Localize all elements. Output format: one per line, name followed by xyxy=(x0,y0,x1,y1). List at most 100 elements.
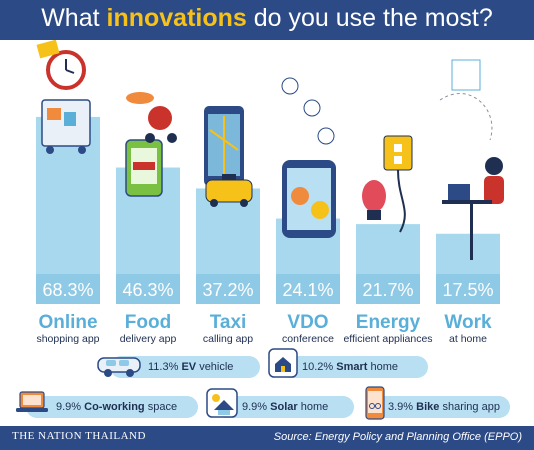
bike-phone-icon xyxy=(365,386,385,420)
person-head xyxy=(485,157,503,175)
smart-label: Smart xyxy=(336,361,368,373)
idea-path xyxy=(439,93,493,141)
category-label-food: Food xyxy=(125,312,171,333)
taxi-sign xyxy=(222,174,236,180)
scooter-wheel xyxy=(145,133,155,143)
value-box-food xyxy=(116,274,180,304)
bike-suffix: sharing app xyxy=(442,401,500,413)
title-part-1: What xyxy=(41,4,107,32)
cart-item xyxy=(64,112,76,126)
smart-home-icon xyxy=(268,348,298,378)
category-sublabel-work: at home xyxy=(449,333,487,345)
value-label-vdo: 24.1% xyxy=(282,280,333,300)
pill-bike xyxy=(372,396,510,418)
category-label-energy: Energy xyxy=(356,312,421,333)
scooter-wheel xyxy=(167,133,177,143)
clock-hand xyxy=(65,69,75,74)
bike-label: Bike xyxy=(416,401,440,413)
header-band xyxy=(0,0,534,40)
bar-taxi xyxy=(196,188,260,274)
category-label-taxi: Taxi xyxy=(210,312,247,333)
caller-avatar xyxy=(317,127,335,145)
chart-title: What innovations do you use the most? xyxy=(0,4,534,33)
rider xyxy=(148,106,172,130)
power-cord xyxy=(397,169,406,233)
bulb-base xyxy=(367,210,381,220)
socket-hole xyxy=(394,156,402,164)
value-box-energy xyxy=(356,274,420,304)
solar-suffix: home xyxy=(300,401,329,413)
energy-bulb-socket-icon xyxy=(362,135,413,233)
cfl-bulb xyxy=(362,180,386,212)
category-label-work: Work xyxy=(444,312,492,333)
laptop-icon xyxy=(16,391,48,412)
cart-wheel xyxy=(46,146,54,154)
pill-ev xyxy=(110,356,260,378)
video-call-phone-icon xyxy=(281,77,336,238)
taxi-wheel xyxy=(240,199,248,207)
ev-value: 11.3% xyxy=(148,361,179,373)
face xyxy=(291,187,309,205)
face xyxy=(311,201,329,219)
value-label-energy: 21.7% xyxy=(362,280,413,300)
category-label-online: Online xyxy=(38,312,97,333)
ev-suffix: vehicle xyxy=(199,361,234,373)
coworking-suffix: space xyxy=(147,401,178,413)
pill-bike-text: 3.9% Bike sharing app xyxy=(388,396,500,418)
taxi-wheel xyxy=(210,199,218,207)
bar-work xyxy=(436,233,500,274)
title-part-2: do you use the most? xyxy=(246,4,493,32)
socket-plate xyxy=(383,135,413,171)
pill-solar-text: 9.9% Solar home xyxy=(242,396,328,418)
socket-hole xyxy=(394,144,402,152)
bar-energy xyxy=(356,224,420,274)
work-from-home-desk-icon xyxy=(439,59,504,260)
value-box-vdo xyxy=(276,274,340,304)
category-sublabel-online: shopping app xyxy=(36,333,99,345)
cart-wheel xyxy=(78,146,86,154)
taxi-car xyxy=(205,179,253,203)
solar-value: 9.9% xyxy=(242,401,268,413)
order-button xyxy=(133,162,155,170)
source-note: Source: Energy Policy and Planning Offic… xyxy=(273,431,522,443)
value-box-online xyxy=(36,274,100,304)
smart-suffix: home xyxy=(370,361,399,373)
caller-avatar xyxy=(303,99,321,117)
value-label-work: 17.5% xyxy=(442,280,493,300)
solar-label: Solar xyxy=(270,401,298,413)
food-delivery-scooter-icon xyxy=(125,92,177,197)
title-highlight: innovations xyxy=(106,4,247,32)
coworking-value: 9.9% xyxy=(56,401,82,413)
taxi-map-icon xyxy=(204,106,253,207)
ev-label: EV xyxy=(181,361,197,373)
category-sublabel-food: delivery app xyxy=(120,333,177,345)
ev-car-icon xyxy=(97,357,141,377)
pill-smart-home-text: 10.2% Smart home xyxy=(302,356,398,378)
desk-leg xyxy=(470,204,473,260)
value-box-work xyxy=(436,274,500,304)
wall-frame xyxy=(451,59,481,91)
pill-ev-text: 11.3% EV vehicle xyxy=(148,356,233,378)
value-label-taxi: 37.2% xyxy=(202,280,253,300)
pill-smart-home xyxy=(278,356,428,378)
category-sublabel-taxi: calling app xyxy=(203,333,253,345)
coworking-label: Co-working xyxy=(84,401,145,413)
publisher-logo: THE NATION THAILAND xyxy=(12,430,146,442)
bike-value: 3.9% xyxy=(388,401,414,413)
value-label-online: 68.3% xyxy=(42,280,93,300)
solar-house-icon xyxy=(206,388,238,418)
pill-solar xyxy=(214,396,354,418)
category-sublabel-energy: efficient appliances xyxy=(343,333,432,345)
badge-24h xyxy=(36,40,60,59)
food-plate xyxy=(126,92,154,104)
map-route xyxy=(209,116,239,174)
footer-band xyxy=(0,426,534,450)
value-box-taxi xyxy=(196,274,260,304)
cart-item xyxy=(47,108,61,120)
desk-top xyxy=(442,200,492,204)
pill-coworking-text: 9.9% Co-working space xyxy=(56,396,177,418)
value-label-food: 46.3% xyxy=(122,280,173,300)
person-body xyxy=(484,176,504,204)
laptop xyxy=(448,184,470,200)
category-sublabel-vdo: conference xyxy=(282,333,334,345)
